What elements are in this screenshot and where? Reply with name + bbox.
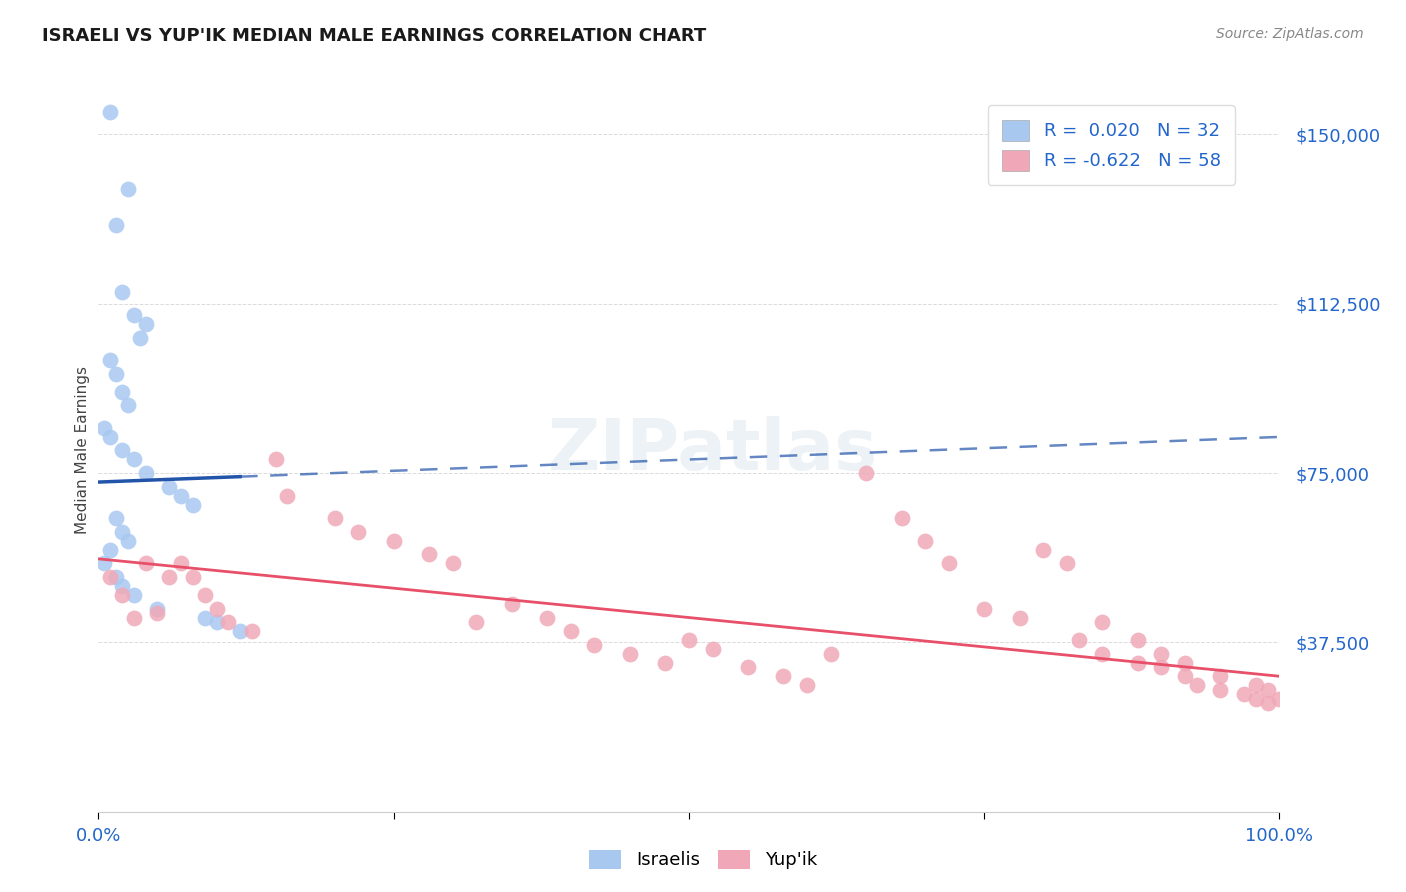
Point [820,647,842,661]
Point [135,317,157,331]
Point [1150,660,1173,674]
Point [135,466,157,480]
Point [276,489,298,503]
Point [111,524,134,539]
Point [1209,669,1232,683]
Point [1008,610,1031,624]
Point [122,610,145,624]
Point [737,660,759,674]
Point [146,601,169,615]
Point [678,633,700,648]
Point [323,511,346,525]
Point [98,570,121,584]
Point [111,384,134,399]
Point [890,511,912,525]
Point [128,330,150,344]
Point [465,615,488,629]
Point [181,570,204,584]
Legend: R =  0.020   N = 32, R = -0.622   N = 58: R = 0.020 N = 32, R = -0.622 N = 58 [987,105,1234,185]
Point [240,624,263,639]
Point [1126,656,1149,670]
Point [111,588,134,602]
Point [619,647,641,661]
Point [122,308,145,322]
Point [105,511,128,525]
Point [1056,557,1078,571]
Point [796,678,818,692]
Point [1244,678,1267,692]
Point [117,533,139,548]
Point [122,588,145,602]
Legend: Israelis, Yup'ik: Israelis, Yup'ik [579,841,827,879]
Point [1185,678,1208,692]
Point [1032,542,1054,557]
Point [1126,633,1149,648]
Point [122,452,145,467]
Point [772,669,794,683]
Point [1233,687,1256,701]
Text: ISRAELI VS YUP'IK MEDIAN MALE EARNINGS CORRELATION CHART: ISRAELI VS YUP'IK MEDIAN MALE EARNINGS C… [42,27,706,45]
Text: Source: ZipAtlas.com: Source: ZipAtlas.com [1216,27,1364,41]
Point [382,533,405,548]
Point [1174,656,1197,670]
Point [117,181,139,195]
Point [170,557,193,571]
Point [1174,669,1197,683]
Point [1268,691,1291,706]
Point [117,398,139,412]
Text: ZIPatlas: ZIPatlas [547,416,877,485]
Point [93,557,115,571]
Point [98,353,121,368]
Point [855,466,877,480]
Point [418,547,440,561]
Point [229,624,252,639]
Point [98,430,121,444]
Point [135,557,157,571]
Point [217,615,239,629]
Point [181,498,204,512]
Point [973,601,995,615]
Point [111,579,134,593]
Point [194,610,217,624]
Point [938,557,960,571]
Point [702,642,724,657]
Point [441,557,464,571]
Point [105,218,128,232]
Point [194,588,217,602]
Point [93,14,115,29]
Point [654,656,676,670]
Point [1257,682,1279,697]
Point [170,489,193,503]
Point [157,570,180,584]
Point [1091,647,1114,661]
Point [205,615,228,629]
Point [583,638,606,652]
Point [93,421,115,435]
Point [105,367,128,381]
Point [1091,615,1114,629]
Y-axis label: Median Male Earnings: Median Male Earnings [75,367,90,534]
Point [105,570,128,584]
Point [111,443,134,458]
Point [1150,647,1173,661]
Point [1209,682,1232,697]
Point [98,542,121,557]
Point [98,104,121,119]
Point [560,624,582,639]
Point [501,597,523,611]
Point [536,610,558,624]
Point [1257,696,1279,710]
Point [914,533,936,548]
Point [264,452,287,467]
Point [111,285,134,300]
Point [1244,691,1267,706]
Point [205,601,228,615]
Point [157,480,180,494]
Point [146,606,169,620]
Point [347,524,370,539]
Point [1067,633,1090,648]
